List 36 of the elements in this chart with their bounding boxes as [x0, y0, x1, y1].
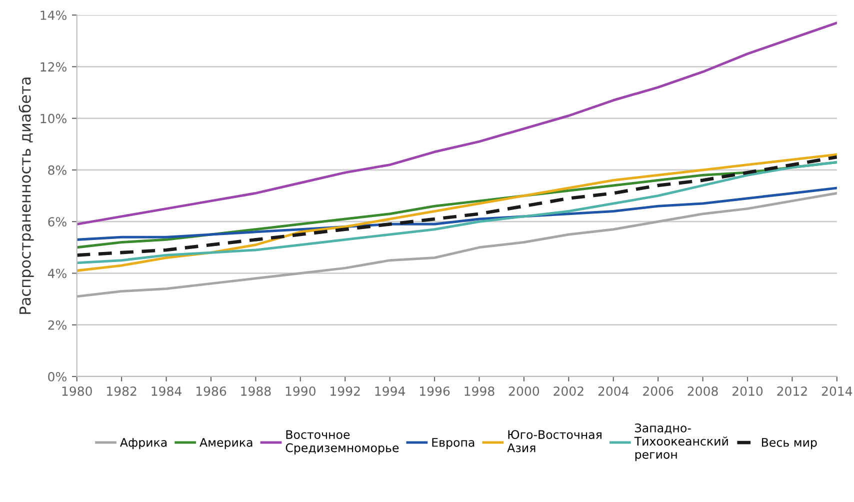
- y-tick-label: 8%: [48, 165, 66, 175]
- x-tick-label: 1990: [286, 386, 316, 396]
- legend-label: Африка: [120, 438, 167, 450]
- x-tick-label: 1988: [241, 386, 271, 396]
- legend-label: Восточное Средиземноморье: [286, 430, 399, 455]
- x-tick-label: 1992: [330, 386, 360, 396]
- x-tick-label: 2006: [643, 386, 674, 396]
- line-series: [76, 22, 837, 226]
- x-tick-label: 1996: [420, 386, 450, 396]
- y-tick-label: 14%: [40, 10, 66, 20]
- y-axis-title: Распространенность диабета: [18, 78, 34, 314]
- x-tick-label: 1998: [464, 386, 494, 396]
- x-tick-label: 2010: [732, 386, 763, 396]
- x-tick-label: 1994: [375, 386, 406, 396]
- x-tick-label: 2004: [598, 386, 629, 396]
- y-tick-label: 12%: [40, 62, 66, 72]
- x-tick-label: 2000: [508, 386, 540, 396]
- y-tick-label: 10%: [40, 114, 66, 124]
- x-tick-label: 2008: [688, 386, 718, 396]
- legend-label: Европа: [432, 438, 474, 450]
- y-tick-label: 0%: [48, 372, 66, 382]
- y-tick-label: 4%: [48, 268, 66, 278]
- legend-label: Америка: [200, 438, 252, 450]
- legend-label: Западно- Тихоокеанский регион: [634, 423, 728, 462]
- x-tick-label: 2014: [822, 386, 852, 396]
- x-tick-label: 1986: [196, 386, 226, 396]
- legend-label: Весь мир: [762, 438, 817, 450]
- x-tick-label: 2002: [554, 386, 584, 396]
- x-tick-label: 1984: [152, 386, 182, 396]
- y-tick-label: 2%: [48, 320, 66, 330]
- x-tick-label: 2012: [777, 386, 807, 396]
- y-tick-label: 6%: [48, 217, 66, 227]
- legend-label: Юго-Восточная Азия: [507, 430, 602, 452]
- x-tick-label: 1980: [62, 386, 92, 396]
- x-tick-label: 1982: [107, 386, 136, 396]
- line-series: [76, 192, 837, 298]
